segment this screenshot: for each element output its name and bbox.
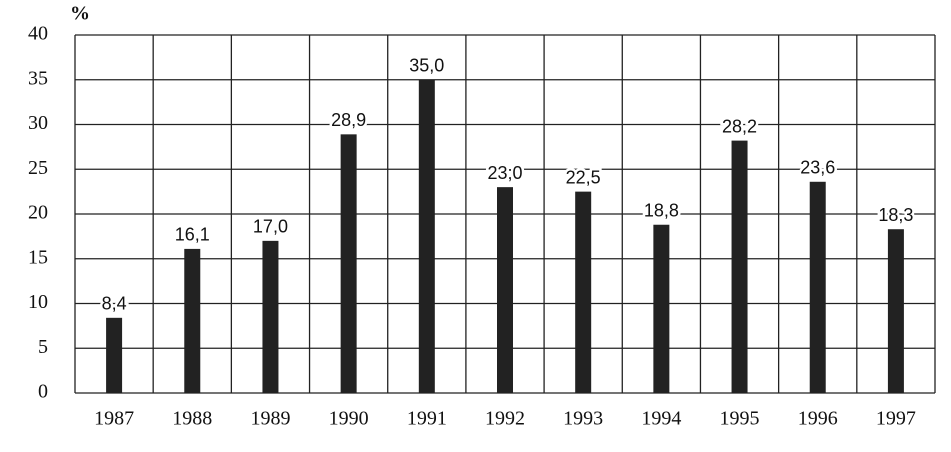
bar <box>887 229 904 393</box>
y-tick-label: 30 <box>28 112 48 134</box>
y-axis-label: % <box>70 3 90 25</box>
bar <box>731 140 748 393</box>
bar <box>106 317 123 393</box>
value-label: 8,4 <box>102 294 127 314</box>
x-tick-label: 1993 <box>563 408 603 430</box>
bar <box>262 240 279 393</box>
y-tick-label: 15 <box>28 246 48 268</box>
x-tick-label: 1989 <box>250 408 290 430</box>
y-tick-label: 40 <box>28 23 48 45</box>
y-tick-label: 5 <box>38 336 48 358</box>
x-tick-label: 1996 <box>798 408 838 430</box>
bar <box>575 191 592 393</box>
value-label: 35,0 <box>409 56 444 76</box>
bar <box>340 134 357 393</box>
value-label: 28,9 <box>331 110 366 130</box>
x-tick-label: 1990 <box>329 408 369 430</box>
x-tick-label: 1995 <box>720 408 760 430</box>
y-tick-label: 0 <box>38 381 48 403</box>
value-label: 16,1 <box>175 225 210 245</box>
x-tick-label: 1987 <box>94 408 134 430</box>
x-tick-label: 1992 <box>485 408 525 430</box>
x-tick-label: 1988 <box>172 408 212 430</box>
value-label: 23,6 <box>800 158 835 178</box>
bar <box>497 187 513 393</box>
value-label: 18,3 <box>878 205 913 225</box>
x-tick-label: 1994 <box>641 408 681 430</box>
y-tick-label: 20 <box>28 202 48 224</box>
bar <box>653 224 670 393</box>
x-tick-label: 1997 <box>876 408 916 430</box>
y-tick-label: 10 <box>28 291 48 313</box>
bar <box>809 181 826 393</box>
value-label: 17,0 <box>253 217 288 237</box>
value-label: 22,5 <box>566 167 601 187</box>
y-tick-label: 35 <box>28 67 48 89</box>
bar <box>184 248 201 393</box>
bar <box>418 79 435 393</box>
y-tick-label: 25 <box>28 157 48 179</box>
value-label: 18,8 <box>644 200 679 220</box>
value-label: 23;0 <box>487 163 522 183</box>
value-label: 28,2 <box>722 116 757 136</box>
x-tick-label: 1991 <box>407 408 447 430</box>
